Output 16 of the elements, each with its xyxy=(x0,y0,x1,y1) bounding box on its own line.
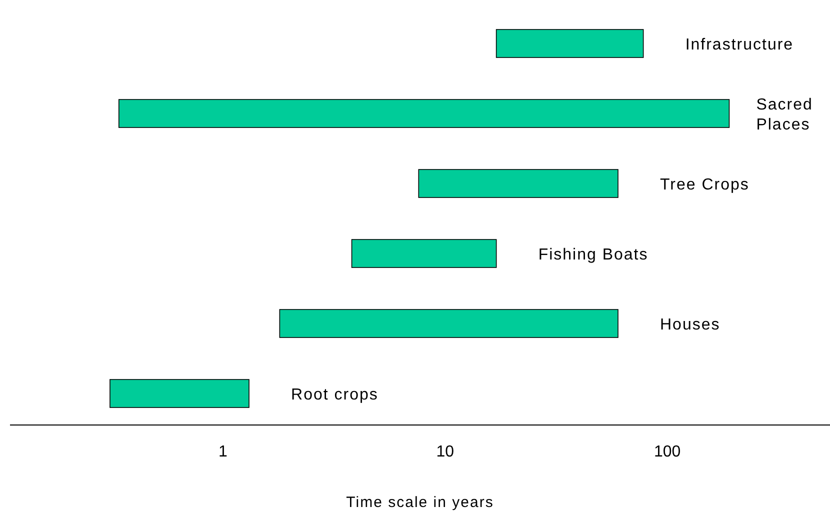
y-tick-label: Infrastructure xyxy=(685,36,794,54)
bar xyxy=(351,239,497,268)
bar xyxy=(418,169,618,198)
bar xyxy=(118,99,730,128)
y-tick-label: Tree Crops xyxy=(660,176,750,194)
bar xyxy=(496,29,644,58)
y-tick-label: Sacred Places xyxy=(756,96,813,134)
x-tick-label: 1 xyxy=(218,443,228,460)
y-tick-label: Houses xyxy=(660,316,720,334)
y-tick-label: Fishing Boats xyxy=(538,246,648,264)
bar xyxy=(110,379,250,408)
bar xyxy=(279,309,618,338)
x-tick-label: 100 xyxy=(654,443,681,460)
x-axis-title: Time scale in years xyxy=(346,494,494,511)
x-tick-label: 10 xyxy=(436,443,454,460)
y-tick-label: Root crops xyxy=(291,386,378,404)
